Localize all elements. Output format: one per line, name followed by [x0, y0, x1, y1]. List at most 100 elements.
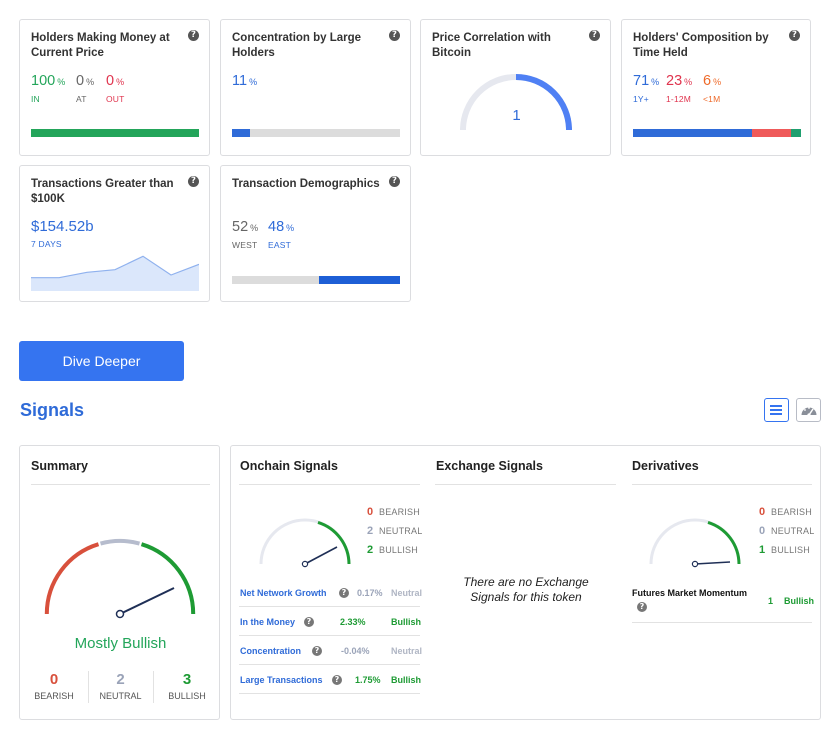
help-icon[interactable]: ? [188, 176, 199, 187]
transactions-sparkline [31, 255, 199, 291]
signals-title: Signals [20, 400, 85, 420]
onchain-title: Onchain Signals [240, 459, 338, 473]
help-icon[interactable]: ? [389, 30, 400, 41]
long-term-value: 71% [633, 73, 660, 89]
onchain-needle-pivot [301, 560, 309, 568]
in-label: IN [31, 94, 40, 104]
signal-value: 0.17% [357, 588, 383, 598]
list-view-button[interactable] [764, 398, 789, 422]
summary-divider [31, 484, 210, 485]
in-money-bar [31, 129, 199, 137]
signal-name[interactable]: Concentration [240, 646, 302, 656]
row-divider [239, 606, 420, 607]
summary-panel: Summary Mostly Bullish 0 2 3 BEARISH NEU… [19, 445, 220, 720]
composition-mid-segment [752, 129, 791, 137]
dive-deeper-button[interactable]: Dive Deeper [19, 341, 184, 381]
help-icon[interactable]: ? [339, 588, 349, 598]
help-icon[interactable]: ? [332, 675, 342, 685]
gauge-view-button[interactable] [796, 398, 821, 422]
row-divider [239, 664, 420, 665]
help-icon[interactable]: ? [304, 617, 314, 627]
in-value: 100% [31, 73, 66, 89]
help-icon[interactable]: ? [637, 602, 647, 612]
derivatives-bullish: 1 BULLISH [759, 544, 810, 556]
row-divider [239, 693, 420, 694]
west-label: WEST [232, 240, 258, 250]
onchain-neutral: 2 NEUTRAL [367, 525, 423, 537]
card-title: Concentration by Large Holders [232, 32, 362, 59]
summary-needle-pivot [115, 609, 125, 619]
correlation-value: 1 [512, 107, 521, 124]
summary-sep-2 [153, 671, 154, 703]
summary-neutral-label: NEUTRAL [99, 691, 142, 701]
summary-neutral-count: 2 [116, 671, 125, 688]
summary-bullish-label: BULLISH [168, 691, 206, 701]
long-term-label: 1Y+ [633, 94, 649, 104]
onchain-gauge [259, 518, 351, 568]
signal-name[interactable]: In the Money [240, 617, 296, 627]
sparkline-line [31, 255, 199, 279]
card-concentration: Concentration by Large Holders ? 11% [220, 19, 411, 156]
composition-long-segment [633, 129, 753, 137]
short-term-label: <1M [703, 94, 721, 104]
card-holders-money: Holders Making Money at Current Price ? … [19, 19, 210, 156]
help-icon[interactable]: ? [312, 646, 322, 656]
composition-bar [633, 129, 801, 137]
speedometer-icon [801, 407, 817, 417]
summary-bullish-count: 3 [182, 671, 192, 688]
at-label: AT [76, 94, 87, 104]
help-icon[interactable]: ? [188, 30, 199, 41]
card-transactions: Transactions Greater than $100K ? $154.5… [19, 165, 210, 302]
row-divider [239, 635, 420, 636]
demographics-west-segment [232, 276, 320, 284]
exchange-divider [435, 484, 616, 485]
signals-panel: Onchain Signals 0 BEARISH 2 NEUTRAL 2 BULLI… [230, 445, 821, 720]
card-composition: Holders' Composition by Time Held ? 71% … [621, 19, 811, 156]
card-title: Transaction Demographics [232, 178, 380, 190]
derivatives-needle [694, 561, 731, 565]
demographics-east-segment [319, 276, 400, 284]
demographics-bar [232, 276, 400, 284]
mid-term-label: 1-12M [666, 94, 692, 104]
transactions-value: $154.52b [31, 218, 94, 235]
signal-value: 1.75% [355, 675, 381, 685]
bullish-arc [140, 542, 196, 615]
composition-short-segment [790, 129, 801, 137]
summary-bearish-label: BEARISH [34, 691, 74, 701]
signal-status: Bullish [784, 596, 815, 606]
onchain-gauge-track [259, 518, 351, 565]
neutral-arc [99, 538, 141, 546]
card-demographics: Transaction Demographics ? 52% 48% WEST … [220, 165, 411, 302]
help-icon[interactable]: ? [389, 176, 400, 187]
short-term-value: 6% [703, 73, 722, 89]
signal-status: Neutral [391, 588, 423, 598]
signal-status: Neutral [391, 646, 423, 656]
signal-status: Bullish [391, 675, 422, 685]
exchange-title: Exchange Signals [436, 459, 543, 473]
summary-title: Summary [31, 459, 88, 473]
signal-name[interactable]: Large Transactions [240, 675, 323, 685]
onchain-bullish: 2 BULLISH [367, 544, 418, 556]
east-value: 48% [268, 219, 295, 235]
correlation-gauge [460, 74, 572, 131]
signal-name[interactable]: Net Network Growth [240, 588, 327, 598]
signal-name[interactable]: Futures Market Momentum [632, 588, 748, 598]
east-label: EAST [268, 240, 292, 250]
card-price-correlation: Price Correlation with Bitcoin ? 1 [420, 19, 611, 156]
exchange-empty-message: There are no Exchange Signals for this t… [463, 575, 589, 604]
signal-value: 2.33% [340, 617, 366, 627]
bearish-arc [44, 542, 100, 615]
help-icon[interactable]: ? [589, 30, 600, 41]
help-icon[interactable]: ? [789, 30, 800, 41]
card-title: Price Correlation with Bitcoin [432, 32, 551, 59]
row-divider [632, 622, 812, 623]
correlation-gauge-arc [515, 74, 572, 131]
concentration-bar-fill [232, 129, 251, 137]
derivatives-divider [632, 484, 812, 485]
sparkline-area [31, 256, 199, 291]
in-money-bar-fill [31, 129, 199, 137]
onchain-gauge-bullish [317, 520, 351, 565]
onchain-bearish: 0 BEARISH [367, 506, 420, 518]
derivatives-title: Derivatives [632, 459, 699, 473]
summary-needle [119, 587, 175, 615]
